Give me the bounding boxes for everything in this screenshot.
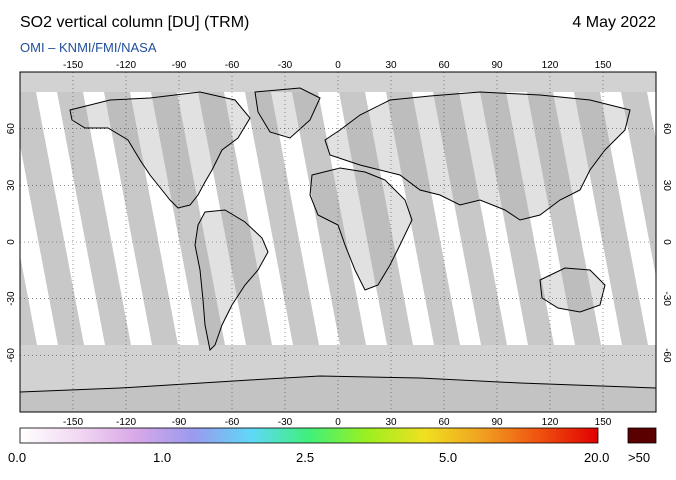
colorbar — [19, 427, 599, 444]
lon-tick-label: 120 — [542, 60, 559, 71]
lon-tick-label: -30 — [278, 417, 293, 428]
lon-tick-label: 60 — [438, 60, 450, 71]
lat-ticks-right: 60 30 0 -30 -60 — [661, 123, 672, 363]
continent-africa — [309, 167, 413, 291]
lon-tick-label: -150 — [63, 60, 83, 71]
continent-europe-asia — [324, 91, 631, 221]
orbit-gap-swath — [527, 92, 601, 345]
colorbar-overflow-swatch — [627, 427, 657, 444]
lat-tick-label: 60 — [6, 123, 17, 135]
orbit-gap-swath — [198, 92, 272, 345]
orbit-gap-swath — [104, 92, 178, 345]
orbit-gap-swath — [433, 92, 507, 345]
lon-tick-label: -90 — [172, 417, 187, 428]
lat-tick-label: -60 — [6, 348, 17, 363]
lat-tick-label: 30 — [661, 180, 672, 192]
orbit-gap-swath — [339, 92, 413, 345]
lat-tick-label: 30 — [6, 179, 17, 191]
lon-tick-label: -120 — [116, 60, 136, 71]
lon-ticks-top: -150 -120 -90 -60 -30 0 30 60 90 120 150 — [63, 60, 612, 71]
orbit-gap-swath — [245, 92, 319, 345]
orbit-gap-swaths — [20, 92, 656, 345]
lat-tick-label: -60 — [661, 348, 672, 363]
lon-ticks-bottom: -150 -120 -90 -60 -30 0 30 60 90 120 150 — [63, 417, 612, 428]
lon-tick-label: -60 — [225, 60, 240, 71]
lon-tick-label: 150 — [595, 60, 612, 71]
colorbar-overflow-label: >50 — [628, 450, 651, 465]
lon-tick-label: 60 — [438, 417, 450, 428]
lon-tick-label: 90 — [491, 60, 503, 71]
orbit-gap-swath — [20, 92, 84, 345]
colorbar-tick-label: 20.0 — [584, 450, 610, 465]
lon-tick-label: -60 — [225, 417, 240, 428]
continents — [20, 87, 656, 412]
orbit-gap-swath — [20, 255, 37, 345]
orbit-gap-swath — [292, 92, 366, 345]
colorbar-tick-label: 2.5 — [296, 450, 315, 465]
lon-tick-label: 0 — [335, 60, 341, 71]
lat-tick-label: 0 — [661, 239, 672, 245]
lon-tick-label: -90 — [172, 60, 187, 71]
lon-tick-label: 30 — [385, 417, 397, 428]
continent-south-america — [194, 209, 269, 352]
lon-tick-label: -120 — [116, 417, 136, 428]
lon-tick-label: 90 — [491, 417, 503, 428]
colorbar-tick-label: 1.0 — [153, 450, 172, 465]
map-title: SO2 vertical column [DU] (TRM) — [20, 14, 250, 31]
orbit-gap-swath — [151, 92, 225, 345]
lon-tick-label: -30 — [278, 60, 293, 71]
orbit-gap-swath — [57, 92, 131, 345]
lon-tick-label: -150 — [63, 417, 83, 428]
orbit-gap-swath — [574, 92, 648, 345]
colorbar-tick-label: 0.0 — [8, 450, 27, 465]
lon-tick-label: 120 — [542, 417, 559, 428]
map-frame — [19, 71, 657, 413]
colorbar-tick-label: 5.0 — [439, 450, 458, 465]
map-date: 4 May 2022 — [572, 14, 656, 31]
lon-tick-label: 0 — [335, 417, 341, 428]
lat-tick-label: 60 — [661, 123, 672, 135]
lon-tick-label: 30 — [385, 60, 397, 71]
credit-line: OMI – KNMI/FMI/NASA — [20, 40, 157, 55]
lon-tick-label: 150 — [595, 417, 612, 428]
graticule — [20, 72, 656, 412]
continent-north-america — [69, 91, 251, 209]
lat-ticks-left: 60 30 0 -30 -60 — [6, 123, 17, 363]
continent-australia — [539, 267, 606, 313]
lat-tick-label: -30 — [661, 291, 672, 306]
orbit-gap-swath — [386, 92, 460, 345]
lat-tick-label: 0 — [6, 239, 17, 245]
lat-tick-label: -30 — [6, 291, 17, 306]
orbit-gap-swath — [621, 92, 656, 277]
continent-greenland — [254, 87, 321, 139]
